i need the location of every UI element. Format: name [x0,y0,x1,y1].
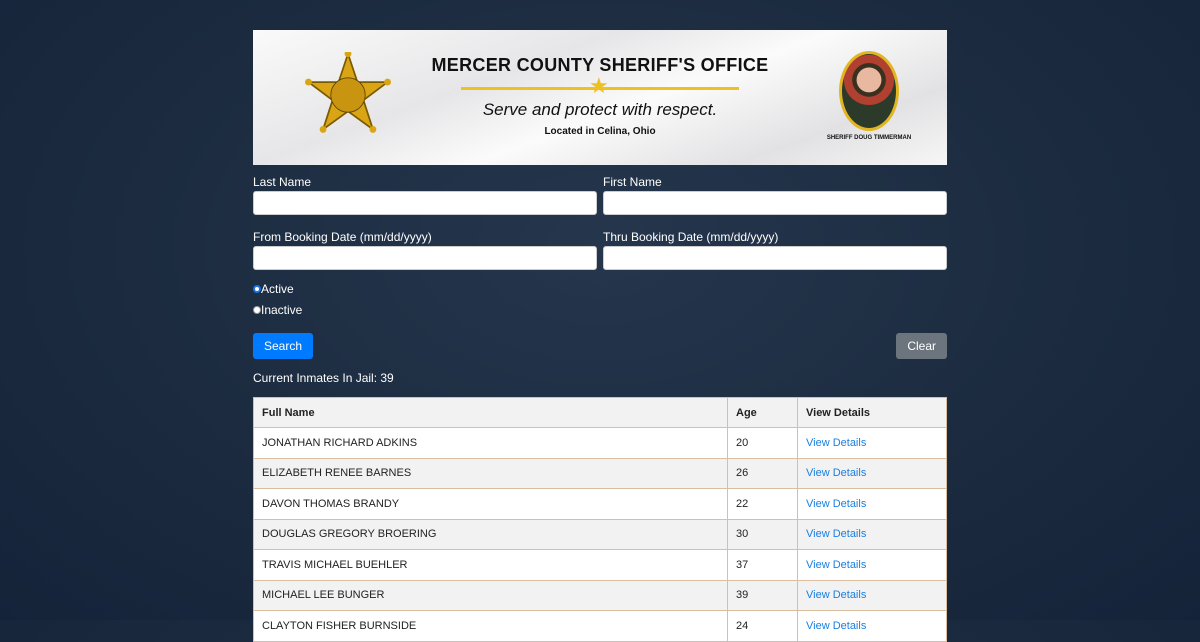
inmate-age: 24 [727,610,798,642]
sheriff-caption: SHERIFF DOUG TIMMERMAN [826,135,912,141]
inmate-name: MICHAEL LEE BUNGER [253,579,728,611]
active-radio[interactable] [253,285,261,293]
header-age: Age [727,397,798,428]
thru-date-input[interactable] [603,246,947,270]
table-row: DOUGLAS GREGORY BROERING 30 View Details [253,518,947,550]
table-row: TRAVIS MICHAEL BUEHLER 37 View Details [253,549,947,581]
from-date-label: From Booking Date (mm/dd/yyyy) [253,230,432,244]
divider [461,87,739,90]
sheriff-badge-icon [305,52,391,133]
inmates-table: Full Name Age View Details JONATHAN RICH… [253,397,947,642]
star-icon: ★ [589,73,609,98]
location: Located in Celina, Ohio [544,126,656,137]
table-row: ELIZABETH RENEE BARNES 26 View Details [253,457,947,489]
inmate-age: 22 [727,488,798,520]
inmate-age: 20 [727,427,798,459]
inactive-radio-option[interactable]: Inactive [253,303,947,317]
inmate-name: ELIZABETH RENEE BARNES [253,457,728,489]
from-date-input[interactable] [253,246,597,270]
view-details-link[interactable]: View Details [806,528,867,541]
inmate-name: JONATHAN RICHARD ADKINS [253,427,728,459]
sheriff-portrait [839,51,899,131]
header-full-name: Full Name [253,397,728,428]
view-details-link[interactable]: View Details [806,436,867,449]
inactive-label: Inactive [261,303,303,317]
table-row: MICHAEL LEE BUNGER 39 View Details [253,579,947,611]
thru-date-label: Thru Booking Date (mm/dd/yyyy) [603,230,779,244]
motto: Serve and protect with respect. [482,100,718,119]
table-row: DAVON THOMAS BRANDY 22 View Details [253,488,947,520]
view-details-link[interactable]: View Details [806,558,867,571]
inmate-name: DAVON THOMAS BRANDY [253,488,728,520]
details-cell: View Details [797,579,947,611]
details-cell: View Details [797,610,947,642]
last-name-label: Last Name [253,175,312,189]
details-cell: View Details [797,427,947,459]
view-details-link[interactable]: View Details [806,589,867,602]
inmate-age: 37 [727,549,798,581]
details-cell: View Details [797,457,947,489]
details-cell: View Details [797,518,947,550]
header-view-details: View Details [797,397,947,428]
inmate-count: Current Inmates In Jail: 39 [253,371,394,385]
inmate-name: CLAYTON FISHER BURNSIDE [253,610,728,642]
table-row: JONATHAN RICHARD ADKINS 20 View Details [253,427,947,459]
inmate-age: 26 [727,457,798,489]
view-details-link[interactable]: View Details [806,497,867,510]
details-cell: View Details [797,549,947,581]
clear-button[interactable]: Clear [896,333,947,359]
inmate-age: 30 [727,518,798,550]
active-label: Active [261,282,294,296]
header-banner: MERCER COUNTY SHERIFF'S OFFICE ★ Serve a… [253,30,947,165]
view-details-link[interactable]: View Details [806,467,867,480]
last-name-input[interactable] [253,191,597,215]
view-details-link[interactable]: View Details [806,619,867,632]
inmate-name: TRAVIS MICHAEL BUEHLER [253,549,728,581]
search-button[interactable]: Search [253,333,314,359]
first-name-input[interactable] [603,191,947,215]
page-container: MERCER COUNTY SHERIFF'S OFFICE ★ Serve a… [253,30,947,642]
first-name-label: First Name [603,175,662,189]
inmate-name: DOUGLAS GREGORY BROERING [253,518,728,550]
inmate-age: 39 [727,579,798,611]
active-radio-option[interactable]: Active [253,282,947,296]
table-row: CLAYTON FISHER BURNSIDE 24 View Details [253,610,947,642]
office-title: MERCER COUNTY SHERIFF'S OFFICE [431,55,769,75]
details-cell: View Details [797,488,947,520]
inactive-radio[interactable] [253,306,261,314]
